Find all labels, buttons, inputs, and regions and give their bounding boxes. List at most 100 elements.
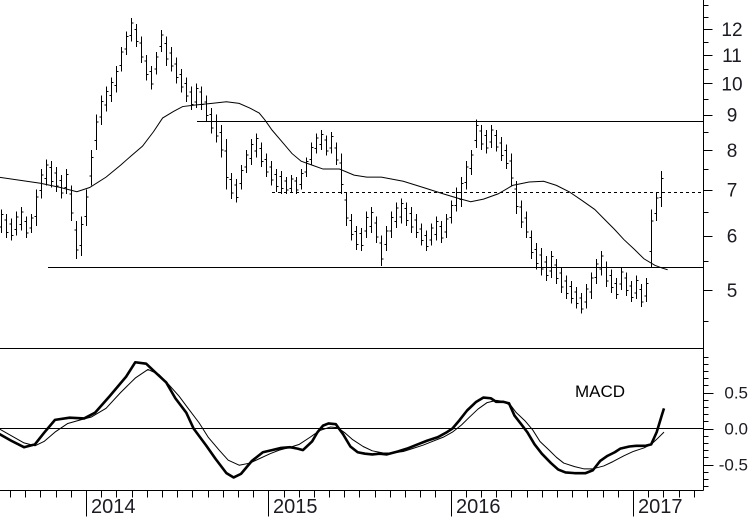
ohlc-bar (659, 171, 664, 208)
ohlc-bar (49, 161, 54, 188)
ohlc-bar (499, 137, 504, 162)
macd-tick-label: -0.5 (719, 456, 748, 475)
ohlc-bar (239, 165, 244, 190)
ohlc-bar (429, 223, 434, 246)
ohlc-bar (204, 95, 209, 122)
ohlc-bar (44, 159, 49, 186)
year-label: 2015 (273, 496, 318, 518)
ohlc-bar (29, 214, 34, 234)
ohlc-bar (189, 86, 194, 110)
ohlc-bar (234, 179, 239, 203)
ohlc-bar (84, 189, 89, 226)
ohlc-bar (619, 266, 624, 290)
ohlc-bar (564, 275, 569, 299)
ohlc-bar (14, 211, 19, 236)
ohlc-bar (634, 275, 639, 299)
ohlc-bar (369, 207, 374, 234)
ohlc-bar (394, 202, 399, 229)
ohlc-bar (489, 124, 494, 148)
ohlc-bar (609, 269, 614, 293)
ohlc-bar (274, 169, 279, 192)
ohlc-bar (179, 68, 184, 93)
ohlc-bar (389, 211, 394, 239)
ohlc-bar (304, 157, 309, 178)
ohlc-bar (64, 169, 69, 194)
ohlc-bar (339, 153, 344, 194)
ohlc-bar (159, 30, 164, 53)
ohlc-bar (314, 133, 319, 154)
ohlc-bar (424, 230, 429, 251)
axes-frame (0, 0, 704, 491)
ohlc-bar (279, 171, 284, 194)
ohlc-bar (289, 175, 294, 194)
ohlc-bar (434, 216, 439, 241)
ohlc-bar (149, 65, 154, 90)
ohlc-bar (599, 250, 604, 276)
ohlc-bar (624, 272, 629, 296)
ohlc-bar (169, 46, 174, 72)
ohlc-bar (589, 272, 594, 299)
ohlc-bar (59, 175, 64, 199)
ohlc-bar (359, 228, 364, 251)
ohlc-bar (24, 216, 29, 239)
ohlc-bar (494, 130, 499, 152)
macd-signal-line (0, 368, 665, 470)
ohlc-bar (629, 281, 634, 303)
ohlc-bar (4, 214, 9, 239)
ohlc-bar (549, 250, 554, 279)
macd-label: MACD (575, 382, 625, 401)
macd-lines (0, 360, 704, 479)
ohlc-bar (344, 191, 349, 226)
price-tick-label: 5 (727, 281, 738, 302)
ohlc-bar (264, 153, 269, 178)
ohlc-bar (504, 144, 509, 170)
year-label: 2016 (456, 496, 501, 518)
ohlc-bar (654, 191, 659, 222)
ohlc-bar (639, 283, 644, 308)
ohlc-bar (164, 36, 169, 66)
macd-axis: 0.5 0.0 -0.5 (703, 357, 748, 487)
ohlc-bar (479, 124, 484, 150)
ohlc-bar (384, 225, 389, 251)
ohlc-bar (579, 292, 584, 314)
ohlc-bar (69, 185, 74, 222)
ohlc-bar (649, 209, 654, 267)
ohlc-bar (259, 142, 264, 168)
ohlc-bar (254, 133, 259, 158)
ohlc-bar (604, 261, 609, 287)
support-resistance-lines (48, 121, 704, 268)
ohlc-bar (109, 77, 114, 102)
ohlc-bar (449, 200, 454, 224)
ohlc-bar (349, 214, 354, 241)
ohlc-bar (19, 207, 24, 231)
price-tick-label: 10 (721, 74, 742, 95)
ohlc-bar (439, 221, 444, 244)
ohlc-bar (124, 31, 129, 55)
year-label: 2014 (91, 496, 136, 518)
ohlc-bar (104, 86, 109, 112)
ohlc-bar (174, 57, 179, 84)
ohlc-bar (594, 258, 599, 284)
price-tick-label: 11 (722, 46, 742, 67)
year-label: 2017 (638, 496, 683, 518)
ohlc-bar (464, 161, 469, 190)
macd-macd-line (0, 360, 666, 479)
ohlc-bar (134, 24, 139, 47)
price-tick-label: 8 (727, 141, 738, 162)
ohlc-bar (529, 230, 534, 259)
ohlc-bar (574, 286, 579, 309)
ohlc-bar (544, 256, 549, 282)
ohlc-bar (144, 54, 149, 81)
ohlc-bar (199, 86, 204, 110)
price-tick-label: 9 (727, 106, 738, 127)
ohlc-bar (374, 216, 379, 244)
x-axis: 2014 2015 2016 2017 (10, 490, 695, 518)
ohlc-bar (534, 243, 539, 270)
price-tick-label: 12 (721, 20, 742, 41)
ohlc-bar (454, 187, 459, 212)
weekly-price-bars (0, 18, 664, 314)
ohlc-bar (554, 258, 559, 284)
price-tick-label: 6 (727, 227, 738, 248)
ohlc-bar (184, 77, 189, 102)
ohlc-bar (519, 200, 524, 229)
